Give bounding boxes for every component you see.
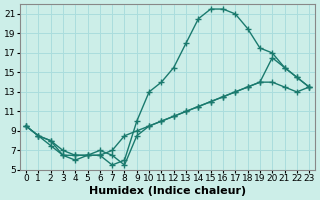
X-axis label: Humidex (Indice chaleur): Humidex (Indice chaleur) xyxy=(89,186,246,196)
